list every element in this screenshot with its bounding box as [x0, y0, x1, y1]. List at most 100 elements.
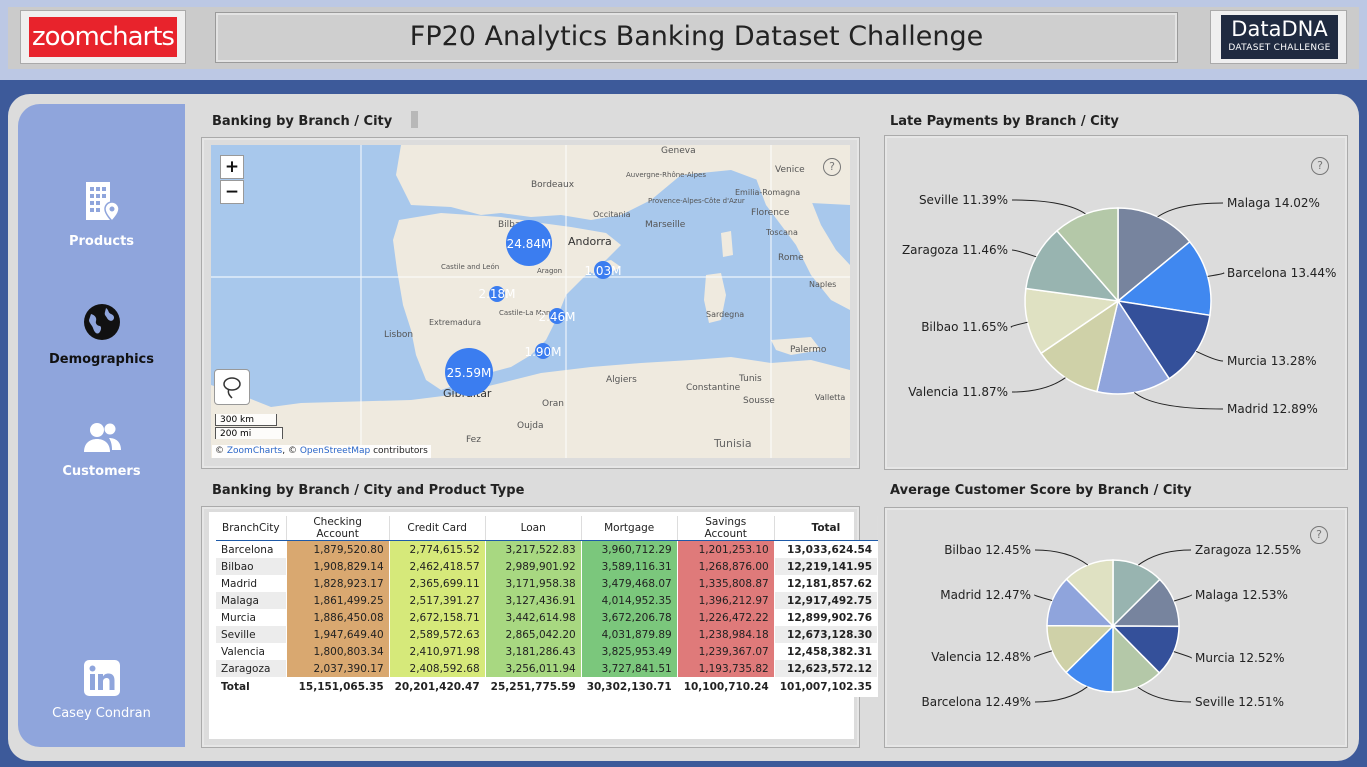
pie-leader-line	[1011, 377, 1066, 393]
map-label-tunisia: Tunisia	[713, 437, 752, 450]
bubble-madrid[interactable]	[489, 286, 505, 302]
table-row[interactable]: Zaragoza 2,037,390.17 2,408,592.68 3,256,01…	[216, 660, 879, 677]
bubble-barcelona[interactable]	[594, 261, 612, 279]
col-header-branchcity[interactable]: BranchCity	[216, 516, 287, 541]
pie-label-malaga: Malaga 14.02%	[1227, 196, 1320, 210]
col-header-credit[interactable]: Credit Card	[389, 516, 486, 541]
pie-slice-bilbao[interactable]	[1024, 287, 1121, 355]
datadna-logo[interactable]: DataDNA DATASET CHALLENGE	[1210, 10, 1347, 64]
table-row[interactable]: Barcelona 1,879,520.80 2,774,615.52 3,217,5…	[216, 540, 879, 558]
table-row[interactable]: Murcia 1,886,450.08 2,672,158.71 3,442,614.…	[216, 609, 879, 626]
col-header-mortgage[interactable]: Mortgage	[581, 516, 678, 541]
pie-label-bilbao: Bilbao 11.65%	[921, 320, 1008, 334]
pie-slice-zaragoza[interactable]	[1025, 229, 1120, 303]
pie-slice-seville[interactable]	[1055, 207, 1119, 304]
row-city: Zaragoza	[216, 660, 287, 677]
table-row[interactable]: Malaga 1,861,499.25 2,517,391.27 3,127,436.…	[216, 592, 879, 609]
pie-slice-bilbao[interactable]	[1065, 559, 1114, 628]
nav-demographics[interactable]: Demographics	[18, 302, 185, 367]
map-view[interactable]: Geneva Auvergne-Rhône-Alpes Venice Borde…	[211, 145, 850, 458]
page-title-box: FP20 Analytics Banking Dataset Challenge	[215, 12, 1178, 63]
pie-label-seville: Seville 12.51%	[1195, 695, 1284, 709]
zoom-in-button[interactable]: +	[220, 155, 244, 179]
customer-score-pie-chart[interactable]: Zaragoza 12.55% Malaga 12.53% Murcia 12.52…	[884, 507, 1348, 748]
panel-drag-handle[interactable]	[411, 111, 418, 128]
attribution-mid: , ©	[282, 446, 300, 456]
pie-leader-line	[1034, 549, 1089, 566]
total-value: 30,302,130.71	[581, 677, 678, 697]
lasso-button[interactable]	[214, 369, 250, 405]
col-header-savings[interactable]: Savings Account	[677, 516, 775, 541]
map-land-corsica	[721, 231, 733, 257]
datadna-logo-line1: DataDNA	[1231, 17, 1328, 41]
map-label-fez: Fez	[466, 435, 481, 445]
map-label-naples: Naples	[809, 280, 836, 289]
pie-slice-malaga[interactable]	[1117, 207, 1191, 303]
pie-leader-line	[1034, 686, 1088, 703]
row-value: 1,268,876.00	[677, 558, 775, 575]
pie-label-zaragoza: Zaragoza 12.55%	[1195, 543, 1301, 557]
map-land-france	[396, 145, 850, 220]
pie-slice-barcelona[interactable]	[1116, 240, 1212, 317]
linkedin-icon	[83, 660, 120, 696]
page-title: FP20 Analytics Banking Dataset Challenge	[409, 21, 984, 52]
map-canvas[interactable]: Geneva Auvergne-Rhône-Alpes Venice Borde…	[211, 145, 850, 458]
zoomcharts-logo-text: zoomcharts	[29, 17, 177, 57]
table-total-row: Total 15,151,065.35 20,201,420.47 25,251,77…	[216, 677, 879, 697]
pie-label-madrid: Madrid 12.89%	[1227, 402, 1318, 416]
bubble-seville[interactable]	[445, 348, 493, 396]
pie-label-murcia: Murcia 12.52%	[1195, 651, 1284, 665]
row-city: Madrid	[216, 575, 287, 592]
row-total: 12,917,492.75	[774, 592, 879, 609]
map-label-bordeaux: Bordeaux	[531, 180, 575, 190]
late-help-icon[interactable]: ?	[1311, 157, 1329, 175]
col-header-loan[interactable]: Loan	[485, 516, 582, 541]
col-header-checking[interactable]: Checking Account	[286, 516, 390, 541]
map-label-occitania: Occitania	[593, 210, 631, 219]
pie-label-barcelona: Barcelona 13.44%	[1227, 266, 1336, 280]
map-label-oujda: Oujda	[517, 421, 544, 431]
zoomcharts-link[interactable]: ZoomCharts	[226, 446, 283, 456]
map-label-aragon: Aragon	[537, 267, 562, 275]
table-row[interactable]: Madrid 1,828,923.17 2,365,699.11 3,171,958.…	[216, 575, 879, 592]
row-value: 1,908,829.14	[286, 558, 390, 575]
map-label-rome: Rome	[778, 253, 804, 263]
map-bubbles[interactable]: 24.84M 1.03M 2.18M 2.46M 1.90M 25.59M	[445, 220, 622, 396]
pie-slice-valencia[interactable]	[1040, 299, 1120, 393]
row-value: 2,589,572.63	[389, 626, 486, 643]
bubble-bilbao[interactable]	[506, 220, 552, 266]
col-header-total[interactable]: Total	[774, 516, 879, 541]
nav-customers-label: Customers	[62, 464, 141, 479]
openstreetmap-link[interactable]: OpenStreetMap	[299, 446, 371, 456]
row-city: Bilbao	[216, 558, 287, 575]
map-label-oran: Oran	[542, 399, 564, 409]
table-row[interactable]: Bilbao 1,908,829.14 2,462,418.57 2,989,901.…	[216, 558, 879, 575]
row-value: 1,193,735.82	[677, 660, 775, 677]
row-value: 2,408,592.68	[389, 660, 486, 677]
score-help-icon[interactable]: ?	[1310, 526, 1328, 544]
pie-slice-murcia[interactable]	[1116, 299, 1211, 380]
bubble-valencia[interactable]	[549, 308, 565, 324]
map-label-tunis: Tunis	[738, 374, 762, 384]
total-value: 101,007,102.35	[774, 677, 879, 697]
late-payments-pie-chart[interactable]: Malaga 14.02% Barcelona 13.44% Murcia 13.2…	[884, 135, 1348, 470]
table-row[interactable]: Valencia 1,800,803.34 2,410,971.98 3,181,28…	[216, 643, 879, 660]
row-value: 2,517,391.27	[389, 592, 486, 609]
table-row[interactable]: Seville 1,947,649.40 2,589,572.63 2,865,042…	[216, 626, 879, 643]
attribution-suffix: contributors	[370, 446, 428, 456]
row-value: 1,800,803.34	[286, 643, 390, 660]
zoom-out-button[interactable]: −	[220, 180, 244, 204]
pie-leader-line	[1034, 650, 1053, 658]
bubble-murcia[interactable]	[535, 343, 551, 359]
pie-label-seville: Seville 11.39%	[919, 193, 1008, 207]
row-city: Malaga	[216, 592, 287, 609]
zoomcharts-logo[interactable]: zoomcharts	[20, 10, 186, 64]
row-value: 3,217,522.83	[485, 540, 582, 558]
nav-products[interactable]: Products	[18, 180, 185, 249]
datadna-logo-line2: DATASET CHALLENGE	[1228, 43, 1331, 53]
map-label-constantine: Constantine	[686, 383, 741, 393]
nav-customers[interactable]: Customers	[18, 420, 185, 479]
map-help-icon[interactable]: ?	[823, 158, 841, 176]
linkedin-profile-link[interactable]: Casey Condran	[18, 660, 185, 721]
row-value: 3,479,468.07	[581, 575, 678, 592]
